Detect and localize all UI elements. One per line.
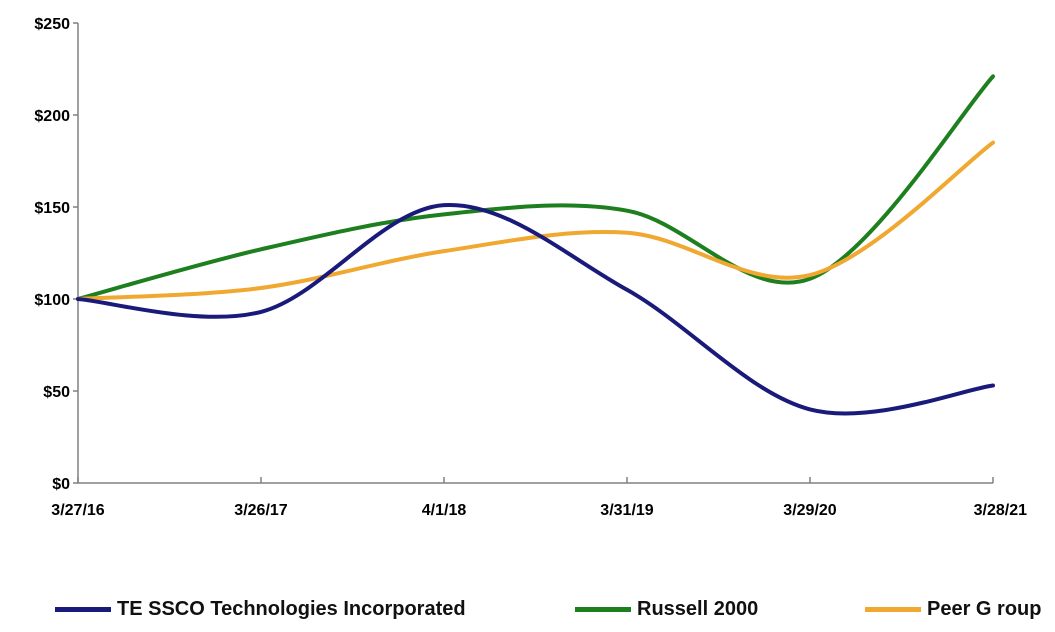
legend-label-tessco: TE SSCO Technologies Incorporated bbox=[117, 598, 466, 620]
legend-label-russell: Russell 2000 bbox=[637, 598, 759, 620]
y-tick-label: $100 bbox=[34, 292, 70, 309]
legend-item-peer: Peer G roup bbox=[865, 598, 1041, 621]
y-tick-label: $50 bbox=[43, 384, 70, 401]
legend-label-peer: Peer G roup bbox=[927, 598, 1042, 620]
y-tick-label: $0 bbox=[52, 476, 70, 493]
x-tick-label: 3/27/16 bbox=[51, 502, 104, 519]
x-tick-label: 3/31/19 bbox=[600, 502, 653, 519]
x-axis-ticks: 3/27/16 3/26/17 4/1/18 3/31/19 3/29/20 3/28/2… bbox=[51, 477, 1027, 519]
legend-swatch-russell bbox=[575, 607, 631, 612]
legend-item-russell: Russell 2000 bbox=[575, 598, 758, 621]
y-tick-label: $250 bbox=[34, 16, 70, 33]
series-line-peer bbox=[76, 140, 995, 301]
legend-swatch-peer bbox=[865, 607, 921, 612]
x-tick-label: 4/1/18 bbox=[422, 502, 467, 519]
series-lines bbox=[76, 74, 995, 416]
y-tick-label: $150 bbox=[34, 200, 70, 217]
y-axis-ticks: $0 $50 $100 $150 $200 $250 bbox=[34, 16, 78, 493]
x-tick-label: 3/26/17 bbox=[234, 502, 287, 519]
x-tick-label: 3/29/20 bbox=[783, 502, 836, 519]
x-tick-label: 3/28/21 bbox=[974, 502, 1027, 519]
legend-item-tessco: TE SSCO Technologies Incorporated bbox=[55, 598, 466, 621]
legend: TE SSCO Technologies Incorporated Russel… bbox=[0, 598, 1055, 628]
legend-swatch-tessco bbox=[55, 607, 111, 612]
y-tick-label: $200 bbox=[34, 108, 70, 125]
line-chart: $0 $50 $100 $150 $200 $250 3/27/16 3/26/17 4/1/… bbox=[34, 16, 1027, 519]
series-line-tessco bbox=[76, 203, 995, 416]
series-line-russell bbox=[76, 74, 995, 301]
